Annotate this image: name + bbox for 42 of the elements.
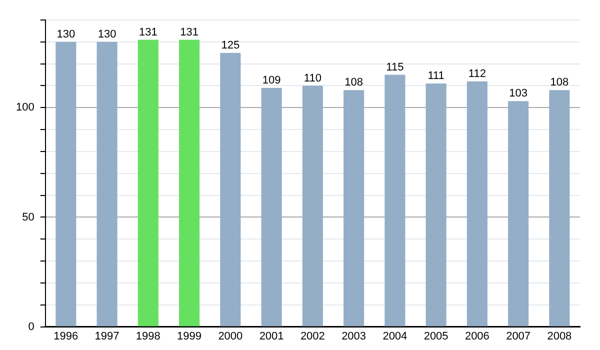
- bar: [302, 86, 323, 326]
- x-tick-label: 2006: [464, 330, 490, 342]
- x-tick-label: 2007: [506, 330, 531, 342]
- bar: [426, 84, 446, 326]
- bar: [96, 42, 118, 326]
- y-tick-label: 100: [16, 102, 34, 114]
- data-label: 108: [344, 76, 363, 89]
- bar: [56, 42, 76, 326]
- x-tick-label: 1998: [136, 330, 160, 342]
- bar: [508, 101, 529, 326]
- x-tick-label: 2003: [342, 330, 366, 342]
- x-tick-label: 2004: [382, 330, 408, 342]
- bar: [261, 88, 282, 326]
- bar: [220, 52, 241, 326]
- data-label: 108: [550, 76, 569, 89]
- bar: [384, 74, 406, 326]
- data-label: 131: [138, 26, 158, 38]
- data-label: 112: [468, 68, 486, 80]
- y-tick-label: 50: [22, 211, 34, 224]
- data-label: 109: [262, 74, 281, 86]
- x-tick-label: 1996: [54, 330, 78, 342]
- data-label: 115: [386, 61, 404, 74]
- x-tick-label: 1999: [177, 330, 202, 342]
- bar: [179, 40, 200, 326]
- x-tick-label: 2008: [547, 330, 572, 342]
- bar: [138, 40, 158, 326]
- x-tick-label: 2001: [259, 330, 284, 342]
- bar: [549, 90, 570, 326]
- data-label: 125: [221, 39, 240, 52]
- y-tick-label: 0: [28, 320, 34, 333]
- data-label: 130: [56, 28, 76, 40]
- x-tick-label: 2000: [218, 330, 243, 342]
- data-label: 131: [180, 26, 198, 38]
- data-label: 103: [509, 88, 528, 100]
- bar: [466, 81, 488, 326]
- x-tick-label: 2002: [300, 330, 325, 342]
- x-tick-label: 2005: [424, 330, 448, 342]
- x-tick-label: 1997: [94, 330, 120, 342]
- data-label: 130: [98, 28, 116, 40]
- data-label: 111: [428, 70, 444, 82]
- data-label: 110: [304, 72, 322, 84]
- bar: [344, 90, 364, 326]
